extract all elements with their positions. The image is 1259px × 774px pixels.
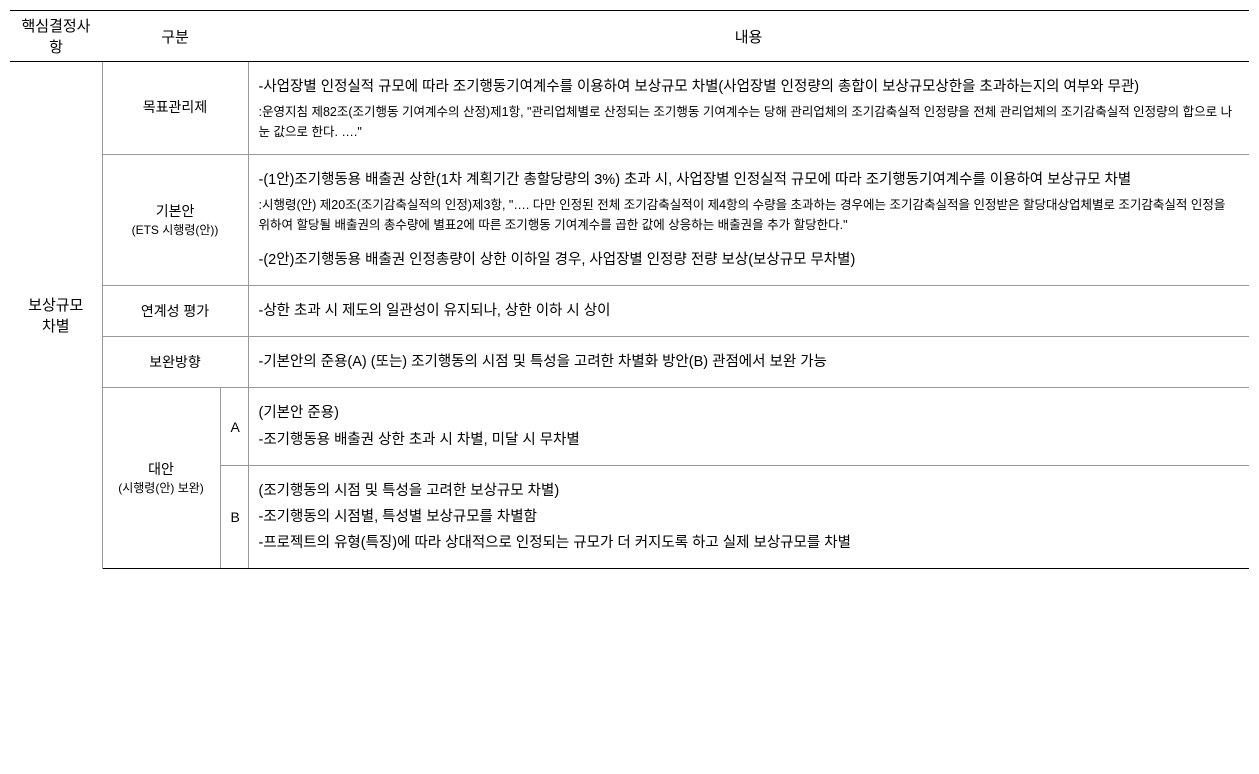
table-row: 기본안 (ETS 시행령(안)) -(1안)조기행동용 배출권 상한(1차 계획… <box>10 155 1249 286</box>
label-main: 대안 <box>148 461 174 477</box>
row-content: (기본안 준용) -조기행동용 배출권 상한 초과 시 차별, 미달 시 무차별 <box>248 388 1249 465</box>
row-label: 보완방향 <box>102 337 248 388</box>
table-row: 보상규모차별 목표관리제 -사업장별 인정실적 규모에 따라 조기행동기여계수를… <box>10 62 1249 155</box>
policy-table: 핵심결정사항 구분 내용 보상규모차별 목표관리제 -사업장별 인정실적 규모에… <box>10 10 1249 569</box>
content-line: -프로젝트의 유형(특징)에 따라 상대적으로 인정되는 규모가 더 커지도록 … <box>259 530 1239 556</box>
header-col1: 핵심결정사항 <box>10 11 102 62</box>
rowspan-category: 보상규모차별 <box>10 62 102 569</box>
row-label: 목표관리제 <box>102 62 248 155</box>
row-content: (조기행동의 시점 및 특성을 고려한 보상규모 차별) -조기행동의 시점별,… <box>248 465 1249 568</box>
content-line: -조기행동의 시점별, 특성별 보상규모를 차별함 <box>259 504 1239 530</box>
table-row: 대안 (시행령(안) 보완) A (기본안 준용) -조기행동용 배출권 상한 … <box>10 388 1249 465</box>
header-col2: 구분 <box>102 11 248 62</box>
label-sub: (ETS 시행령(안)) <box>113 222 238 239</box>
table-row: 보완방향 -기본안의 준용(A) (또는) 조기행동의 시점 및 특성을 고려한… <box>10 337 1249 388</box>
content-main: -기본안의 준용(A) (또는) 조기행동의 시점 및 특성을 고려한 차별화 … <box>259 349 1239 375</box>
content-sub: :시행령(안) 제20조(조기감축실적의 인정)제3항, "…. 다만 인정된 … <box>259 195 1239 235</box>
table-header-row: 핵심결정사항 구분 내용 <box>10 11 1249 62</box>
row-label: 기본안 (ETS 시행령(안)) <box>102 155 248 286</box>
row-content: -기본안의 준용(A) (또는) 조기행동의 시점 및 특성을 고려한 차별화 … <box>248 337 1249 388</box>
row-content: -상한 초과 시 제도의 일관성이 유지되나, 상한 이하 시 상이 <box>248 286 1249 337</box>
row-label: 대안 (시행령(안) 보완) <box>102 388 220 568</box>
content-line: -조기행동용 배출권 상한 초과 시 차별, 미달 시 무차별 <box>259 427 1239 453</box>
label-sub: (시행령(안) 보완) <box>113 480 210 497</box>
row-label: 연계성 평가 <box>102 286 248 337</box>
content-sub: :운영지침 제82조(조기행동 기여계수의 산정)제1항, "관리업체별로 산정… <box>259 102 1239 142</box>
option-label: B <box>220 465 248 568</box>
row-content: -(1안)조기행동용 배출권 상한(1차 계획기간 총할당량의 3%) 초과 시… <box>248 155 1249 286</box>
label-main: 기본안 <box>156 203 195 219</box>
content-main: -상한 초과 시 제도의 일관성이 유지되나, 상한 이하 시 상이 <box>259 298 1239 324</box>
content-title: (조기행동의 시점 및 특성을 고려한 보상규모 차별) <box>259 478 1239 504</box>
content-main: -(1안)조기행동용 배출권 상한(1차 계획기간 총할당량의 3%) 초과 시… <box>259 167 1239 193</box>
option-label: A <box>220 388 248 465</box>
row-content: -사업장별 인정실적 규모에 따라 조기행동기여계수를 이용하여 보상규모 차별… <box>248 62 1249 155</box>
content-main: -(2안)조기행동용 배출권 인정총량이 상한 이하일 경우, 사업장별 인정량… <box>259 247 1239 273</box>
header-col3: 내용 <box>248 11 1249 62</box>
content-title: (기본안 준용) <box>259 400 1239 426</box>
table-row: 연계성 평가 -상한 초과 시 제도의 일관성이 유지되나, 상한 이하 시 상… <box>10 286 1249 337</box>
content-main: -사업장별 인정실적 규모에 따라 조기행동기여계수를 이용하여 보상규모 차별… <box>259 74 1239 100</box>
category-label: 보상규모차별 <box>28 297 83 335</box>
